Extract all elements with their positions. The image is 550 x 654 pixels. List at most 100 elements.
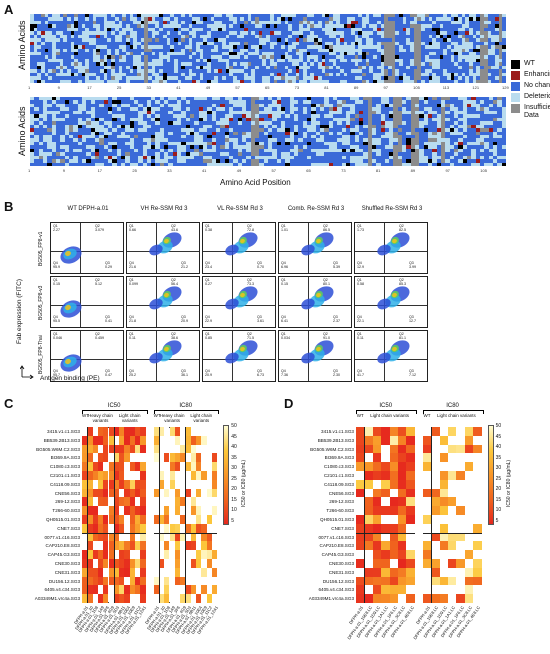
quadrant-label: Q4 22.9 (205, 315, 212, 323)
quadrant-label: Q2 38.6 (171, 332, 178, 340)
quadrant-label: Q2 43.6 (171, 224, 178, 232)
quadrant-label: Q3 36.1 (181, 369, 188, 377)
position-tick: 89 (411, 168, 415, 173)
panel-a-bottom-ylabel: Amino Acids (17, 106, 27, 156)
quadrant-label: Q3 21.2 (181, 261, 188, 269)
quadrant-label: Q2 85.3 (399, 278, 406, 286)
panel-a-letter: A (4, 2, 13, 17)
position-tick: 17 (98, 168, 102, 173)
flow-row-header: BG505_FP8-v1 (38, 232, 44, 266)
quadrant-label: Q3 3.99 (409, 261, 416, 269)
quadrant-label: Q4 21.6 (129, 261, 136, 269)
flow-plot: Q1 0.85 Q2 71.5 Q4 20.9 Q3 6.73 (202, 330, 276, 382)
panel-a-top-ylabel: Amino Acids (17, 20, 27, 70)
flow-column-header: VH Re-SSM Rd 3 (126, 206, 202, 213)
position-tick: 25 (117, 85, 121, 90)
quadrant-label: Q3 20.9 (181, 315, 188, 323)
quadrant-label: Q1 0.66 (129, 224, 136, 232)
event-density (223, 243, 240, 258)
position-tick: 73 (341, 168, 345, 173)
quadrant-label: Q2 73.3 (247, 278, 254, 286)
legend-item: Deleterious (511, 93, 550, 102)
quadrant-label: Q4 6.41 (281, 315, 288, 323)
event-density (375, 297, 392, 312)
quadrant-label: Q1 0.046 (53, 332, 62, 340)
quadrant-label: Q1 0.11 (129, 332, 136, 340)
panel-b-letter: B (4, 199, 13, 214)
position-tick: 105 (413, 85, 420, 90)
legend-item: WT (511, 60, 550, 69)
legend-label: Deleterious (524, 93, 550, 101)
position-tick: 17 (87, 85, 91, 90)
position-tick: 41 (176, 85, 180, 90)
event-density (147, 351, 164, 366)
legend-swatch (511, 71, 520, 80)
position-tick: 41 (202, 168, 206, 173)
quadrant-label: Q1 1.73 (357, 224, 364, 232)
quadrant-label: Q2 5.12 (95, 278, 102, 286)
position-tick: 49 (237, 168, 241, 173)
legend-label: No change (524, 82, 550, 90)
position-tick: 25 (132, 168, 136, 173)
quadrant-label: Q3 12.7 (409, 315, 416, 323)
quadrant-label: Q1 0.099 (129, 278, 138, 286)
event-density (147, 243, 164, 258)
position-tick: 9 (63, 168, 65, 173)
quadrant-label: Q4 21.8 (129, 315, 136, 323)
legend-item: Enhancing (511, 71, 550, 80)
quadrant-label: Q1 0.15 (281, 278, 288, 286)
quadrant-label: Q2 0.459 (95, 332, 104, 340)
quadrant-label: Q1 0.85 (205, 332, 212, 340)
position-tick: 113 (443, 85, 449, 90)
position-tick: 1 (28, 85, 30, 90)
quadrant-label: Q4 95.9 (53, 261, 60, 269)
position-tick: 97 (445, 168, 449, 173)
quadrant-label: Q3 6.73 (257, 369, 264, 377)
position-tick: 33 (147, 85, 151, 90)
quadrant-label: Q1 0.15 (53, 278, 60, 286)
position-tick: 49 (206, 85, 210, 90)
event-density (299, 297, 316, 312)
quadrant-label: Q2 71.5 (247, 332, 254, 340)
position-tick: 33 (167, 168, 171, 173)
flow-row-header: BG505_FP8-Thai (38, 335, 44, 374)
quadrant-label: Q4 95.5 (53, 315, 60, 323)
quadrant-label: Q1 0.38 (205, 224, 212, 232)
quadrant-label: Q4 12.9 (357, 261, 364, 269)
legend-label: WT (524, 60, 550, 68)
event-density (223, 351, 240, 366)
flow-plot: Q1 0.66 Q2 43.6 Q4 21.6 Q3 21.2 (126, 222, 200, 274)
event-density (147, 297, 164, 312)
quadrant-label: Q4 22.1 (357, 315, 364, 323)
legend-item: No change (511, 82, 550, 91)
quadrant-label: Q1 1.01 (281, 224, 288, 232)
position-tick: 121 (472, 85, 479, 90)
legend-label: Insufficient Data (524, 104, 550, 120)
position-tick: 9 (58, 85, 60, 90)
quadrant-label: Q3 0.47 (105, 369, 112, 377)
quadrant-label: Q2 82.5 (399, 224, 406, 232)
legend-swatch (511, 93, 520, 102)
position-tick: 105 (480, 168, 487, 173)
flow-column-header: WT DFPH-a.01 (50, 206, 126, 213)
position-tick: 81 (324, 85, 328, 90)
quadrant-label: Q2 86.5 (323, 224, 330, 232)
flow-plot: Q1 1.73 Q2 82.5 Q4 12.9 Q3 3.99 (354, 222, 428, 274)
quadrant-label: Q4 20.9 (205, 369, 212, 377)
position-tick: 97 (384, 85, 388, 90)
quadrant-label: Q4 23.4 (205, 261, 212, 269)
quadrant-label: Q3 2.37 (333, 315, 340, 323)
mutation-cell (502, 80, 506, 83)
quadrant-label: Q1 0.27 (205, 278, 212, 286)
legend-swatch (511, 104, 520, 113)
position-tick: 57 (235, 85, 239, 90)
quadrant-label: Q4 6.96 (281, 261, 288, 269)
